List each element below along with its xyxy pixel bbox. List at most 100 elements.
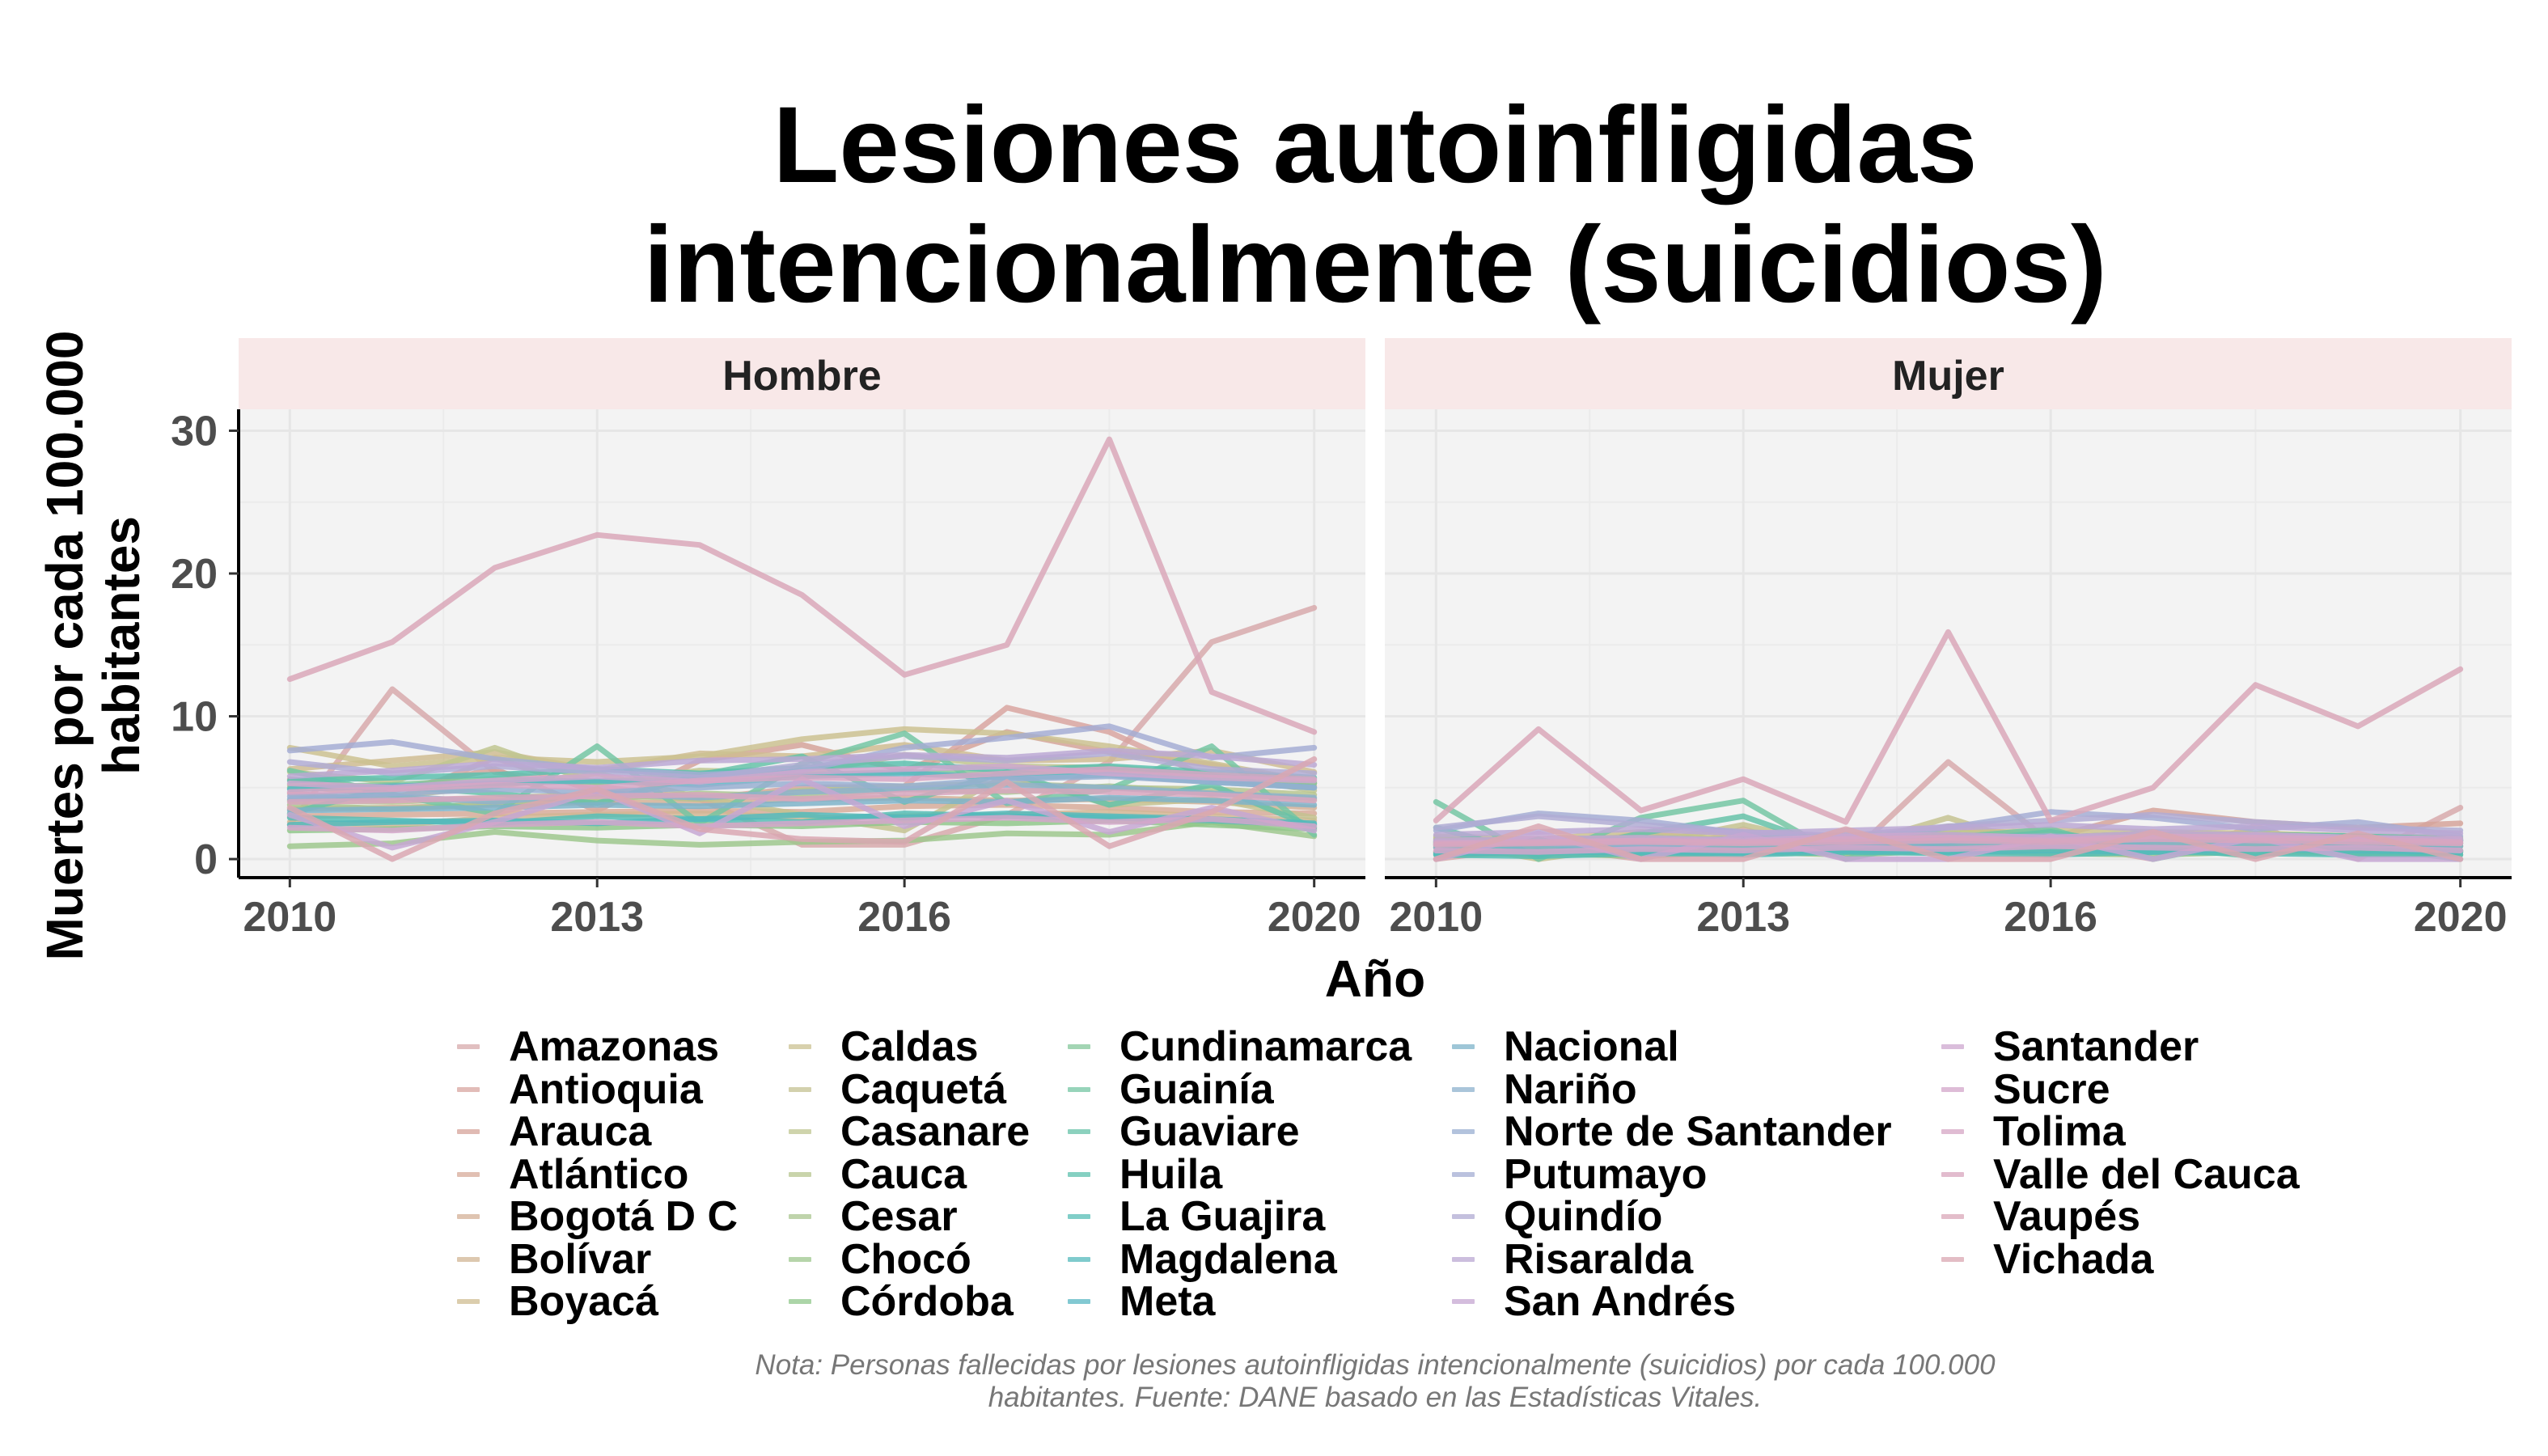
legend-key <box>457 1214 480 1220</box>
legend-item: Bolívar <box>457 1235 738 1283</box>
x-tick-label: 2016 <box>857 894 951 941</box>
legend-column: Caldas Caquetá Casanare Cauca Cesar Chocó Córd… <box>789 1023 1030 1326</box>
tick-labels: Hombre 2010 2013 2016 2020 0 10 20 30 Mujer 2010 20… <box>171 353 2507 941</box>
panel-backgrounds <box>239 338 2512 878</box>
series-line <box>1433 629 2464 825</box>
legend-item: Casanare <box>789 1108 1030 1155</box>
x-tick-label: 2020 <box>2414 894 2508 941</box>
series-line <box>1433 836 2464 848</box>
legend-item: Vichada <box>1941 1235 2300 1283</box>
legend-label: Huila <box>1120 1150 1223 1198</box>
legend-key <box>457 1171 480 1177</box>
legend-item: Guainía <box>1068 1066 1412 1113</box>
series-line <box>286 773 1318 799</box>
legend-key <box>1941 1256 1964 1262</box>
legend: Amazonas Antioquia Arauca Atlántico Bogotá D… <box>0 1023 2548 1382</box>
legend-item: Quindío <box>1452 1193 1892 1240</box>
panel-background <box>1385 409 2512 878</box>
legend-label: Antioquia <box>509 1065 703 1113</box>
legend-item: Magdalena <box>1068 1235 1412 1283</box>
legend-item: Arauca <box>457 1108 738 1155</box>
series-line <box>286 819 1318 849</box>
legend-column: Santander Sucre Tolima Valle del Cauca Vaupé… <box>1941 1023 2300 1283</box>
legend-column: Nacional Nariño Norte de Santander Putumayo… <box>1452 1023 1892 1326</box>
legend-item: Bogotá D C <box>457 1193 738 1240</box>
legend-item: Nacional <box>1452 1023 1892 1070</box>
legend-label: Valle del Cauca <box>1993 1150 2300 1198</box>
facet-label: Hombre <box>722 353 881 400</box>
series-lines <box>286 436 2464 862</box>
legend-label: Santander <box>1993 1023 2199 1071</box>
legend-item: San Andrés <box>1452 1278 1892 1326</box>
legend-label: San Andrés <box>1504 1278 1737 1326</box>
series-line <box>286 756 1318 862</box>
y-tick-label: 30 <box>171 408 218 455</box>
legend-key <box>1941 1129 1964 1135</box>
legend-label: Boyacá <box>509 1278 658 1326</box>
legend-label: Norte de Santander <box>1504 1108 1892 1156</box>
legend-label: La Guajira <box>1120 1193 1326 1241</box>
legend-item: Cundinamarca <box>1068 1023 1412 1070</box>
legend-label: Amazonas <box>509 1023 720 1071</box>
legend-key <box>1068 1299 1090 1305</box>
legend-label: Atlántico <box>509 1150 689 1198</box>
y-tick-label: 0 <box>194 836 218 883</box>
legend-item: Caquetá <box>789 1066 1030 1113</box>
legend-label: Guaviare <box>1120 1108 1300 1156</box>
legend-item: Amazonas <box>457 1023 738 1070</box>
legend-key <box>789 1086 811 1092</box>
legend-label: Putumayo <box>1504 1150 1708 1198</box>
legend-key <box>457 1129 480 1135</box>
x-tick-label: 2010 <box>1389 894 1483 941</box>
legend-item: Caldas <box>789 1023 1030 1070</box>
footnote-line1: Nota: Personas fallecidas por lesiones a… <box>755 1349 1996 1381</box>
legend-item: Meta <box>1068 1278 1412 1326</box>
legend-label: Cundinamarca <box>1120 1023 1412 1071</box>
legend-label: Bolívar <box>509 1235 652 1283</box>
legend-item: Vaupés <box>1941 1193 2300 1240</box>
facet-label: Mujer <box>1892 353 2004 400</box>
legend-item: Chocó <box>789 1236 1030 1283</box>
chart-title-line1: Lesiones autoinfligidas <box>772 85 1978 205</box>
legend-item: Sucre <box>1941 1066 2300 1113</box>
series-line <box>1433 822 2464 838</box>
legend-item: La Guajira <box>1068 1193 1412 1240</box>
x-tick-label: 2016 <box>2004 894 2097 941</box>
legend-key <box>1452 1086 1475 1092</box>
series-line <box>286 436 1318 735</box>
legend-label: Caldas <box>840 1023 979 1071</box>
legend-column: Cundinamarca Guainía Guaviare Huila La Guaji… <box>1068 1023 1412 1326</box>
legend-key <box>1941 1044 1964 1050</box>
legend-item: Cauca <box>789 1151 1030 1198</box>
legend-column: Amazonas Antioquia Arauca Atlántico Bogotá D… <box>457 1023 738 1326</box>
legend-key <box>457 1256 480 1262</box>
legend-item: Santander <box>1941 1023 2300 1070</box>
legend-label: Nariño <box>1504 1065 1637 1113</box>
x-axis-title: Año <box>1325 950 1425 1008</box>
y-axis-title-line1: Muertes por cada 100.000 <box>36 330 94 960</box>
legend-key <box>789 1171 811 1177</box>
legend-item: Nariño <box>1452 1066 1892 1113</box>
legend-key <box>1068 1129 1090 1135</box>
facet-strip <box>239 338 1365 409</box>
series-line <box>286 747 1318 780</box>
legend-label: Tolima <box>1993 1108 2126 1156</box>
legend-key <box>1068 1256 1090 1262</box>
legend-key <box>1452 1299 1475 1305</box>
series-line <box>286 811 1318 828</box>
legend-key <box>1452 1171 1475 1177</box>
legend-label: Risaralda <box>1504 1235 1694 1283</box>
legend-key <box>457 1044 480 1050</box>
legend-label: Meta <box>1120 1278 1216 1326</box>
facet-strip <box>1385 338 2512 409</box>
legend-key <box>1068 1214 1090 1220</box>
series-line <box>286 766 1318 795</box>
y-tick-label: 20 <box>171 551 218 598</box>
legend-item: Antioquia <box>457 1066 738 1113</box>
legend-label: Magdalena <box>1120 1235 1337 1283</box>
legend-label: Vichada <box>1993 1235 2154 1283</box>
legend-item: Boyacá <box>457 1278 738 1326</box>
legend-label: Nacional <box>1504 1023 1679 1071</box>
legend-label: Córdoba <box>840 1278 1014 1326</box>
